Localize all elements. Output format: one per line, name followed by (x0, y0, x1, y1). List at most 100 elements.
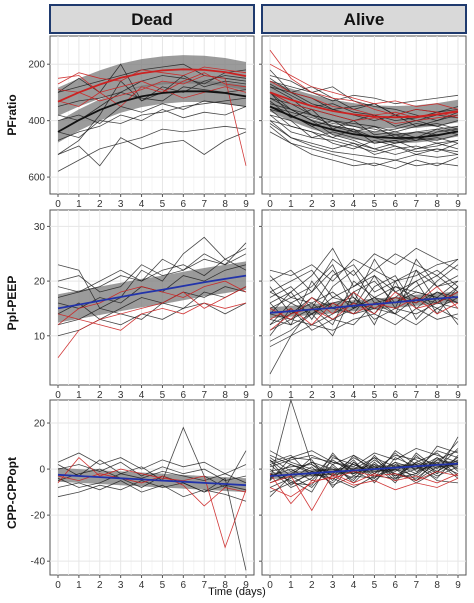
subject-line (269, 120, 459, 150)
row-label-pfratio: PFratio (5, 94, 19, 135)
strip-alive-label: Alive (344, 10, 385, 29)
row-label-cpp-cppopt: CPP-CPPopt (5, 457, 19, 529)
x-tick-label: 7 (201, 580, 207, 591)
x-tick-label: 1 (288, 390, 294, 401)
subject-line-red (57, 280, 247, 326)
subject-line (269, 125, 459, 170)
y-tick-label: 600 (28, 173, 45, 184)
trend-line-red (57, 68, 247, 103)
subject-line-red (269, 286, 459, 320)
x-tick-label: 8 (434, 390, 440, 401)
subject-line (57, 125, 247, 172)
x-tick-label: 7 (201, 390, 207, 401)
x-tick-label: 6 (181, 580, 187, 591)
x-tick-label: 2 (309, 390, 315, 401)
y-tick-labels: -40 -20 0 20 (31, 419, 50, 568)
subject-line (57, 286, 247, 320)
subject-line (57, 480, 247, 498)
panel-ppl-peep-alive: 0 1 2 3 4 5 6 7 8 9 (259, 209, 467, 401)
subject-line-red (57, 302, 247, 331)
x-tick-label: 7 (413, 199, 419, 210)
subject-line (57, 461, 247, 482)
x-tick-labels: 0 1 2 3 4 5 6 7 8 9 (55, 575, 249, 591)
subject-line (269, 452, 459, 482)
x-tick-label: 9 (243, 199, 249, 210)
subject-lines (57, 63, 247, 172)
y-tick-label: 30 (34, 222, 46, 233)
subject-line (57, 452, 247, 475)
subject-line-red (57, 72, 247, 108)
y-tick-labels (259, 63, 262, 178)
subject-line (269, 302, 459, 337)
subject-line-red (57, 80, 247, 107)
trend-line-blue (57, 274, 247, 310)
x-tick-label: 9 (243, 390, 249, 401)
x-tick-label: 0 (267, 390, 273, 401)
panel-pfratio-alive: 0 1 2 3 4 5 6 7 8 9 (259, 35, 467, 210)
subject-line (57, 468, 247, 571)
subject-line (57, 100, 247, 124)
subject-line-red (57, 457, 247, 549)
subject-line (57, 63, 247, 102)
subject-line (269, 445, 459, 488)
y-tick-label: -40 (31, 557, 46, 568)
x-tick-label: 3 (118, 199, 124, 210)
y-tick-labels: 10 20 30 (34, 222, 50, 342)
x-tick-label: 4 (351, 199, 357, 210)
y-tick-labels (259, 422, 262, 562)
x-tick-label: 8 (434, 580, 440, 591)
panel-cpp-cppopt-dead: 0 1 2 3 4 5 6 7 8 9 -40 -20 0 20 (31, 399, 255, 591)
y-tick-label: 0 (39, 465, 45, 476)
x-tick-label: 8 (222, 390, 228, 401)
y-tick-label: 200 (28, 60, 45, 71)
x-tick-label: 6 (181, 199, 187, 210)
x-tick-label: 7 (201, 199, 207, 210)
subject-line (269, 307, 459, 348)
trend-line-black (269, 105, 459, 140)
x-tick-label: 5 (160, 580, 166, 591)
x-tick-label: 1 (76, 390, 82, 401)
subject-line (269, 258, 459, 304)
x-tick-label: 6 (393, 580, 399, 591)
x-tick-label: 6 (181, 390, 187, 401)
subject-line-red (269, 92, 459, 124)
x-tick-label: 2 (97, 390, 103, 401)
x-tick-label: 7 (413, 390, 419, 401)
x-tick-label: 5 (372, 580, 378, 591)
subject-line (57, 253, 247, 293)
x-tick-label: 3 (118, 390, 124, 401)
subject-line (269, 69, 459, 127)
x-tick-labels: 0 1 2 3 4 5 6 7 8 9 (55, 194, 249, 210)
x-tick-label: 6 (393, 390, 399, 401)
y-tick-label: 20 (34, 277, 46, 288)
x-tick-label: 5 (372, 390, 378, 401)
x-tick-label: 7 (413, 580, 419, 591)
x-tick-label: 9 (455, 390, 461, 401)
x-tick-label: 1 (288, 199, 294, 210)
subject-line (269, 114, 459, 144)
x-tick-label: 4 (351, 390, 357, 401)
subject-line (269, 454, 459, 497)
subject-line (57, 470, 247, 488)
x-tick-label: 0 (267, 199, 273, 210)
x-tick-label: 4 (139, 390, 145, 401)
x-tick-label: 0 (55, 580, 61, 591)
subject-line-red (269, 470, 459, 505)
subject-line (269, 123, 459, 161)
x-tick-label: 2 (309, 199, 315, 210)
x-tick-label: 3 (330, 199, 336, 210)
x-tick-label: 6 (393, 199, 399, 210)
strip-alive: Alive (261, 4, 467, 34)
x-tick-label: 1 (76, 199, 82, 210)
y-tick-label: 20 (34, 419, 46, 430)
subject-line (57, 86, 247, 122)
trend-line-black (57, 90, 247, 133)
subject-line (57, 480, 247, 502)
x-tick-labels: 0 1 2 3 4 5 6 7 8 9 (267, 194, 461, 210)
x-tick-label: 4 (139, 199, 145, 210)
panel-pfratio-dead: 0 1 2 3 4 5 6 7 8 9 600 400 200 (28, 35, 255, 210)
x-axis-title: Time (days) (208, 586, 266, 598)
x-tick-labels: 0 1 2 3 4 5 6 7 8 9 (267, 385, 461, 401)
subject-line (269, 448, 459, 484)
